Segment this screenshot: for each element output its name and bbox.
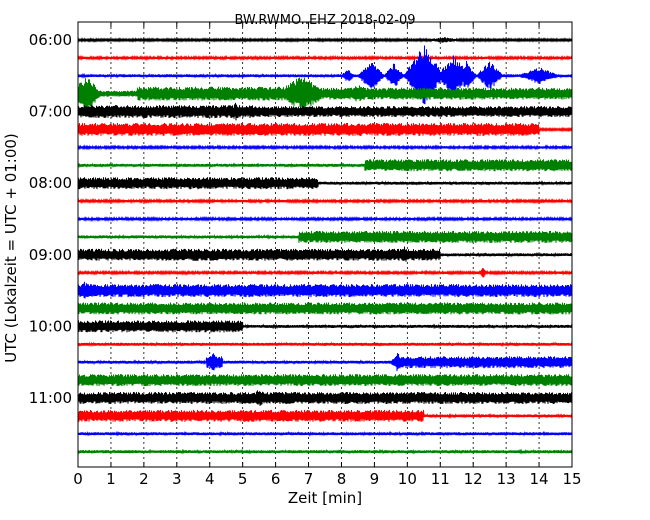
- seismogram-traces: [77, 37, 573, 455]
- seismogram-trace: [77, 302, 573, 315]
- seismogram-trace: [77, 45, 573, 105]
- seismogram-trace: [77, 390, 573, 406]
- x-tick-label: 2: [139, 470, 149, 488]
- seismogram-trace: [77, 177, 573, 190]
- x-tick-label: 1: [106, 470, 116, 488]
- x-tick-label: 5: [238, 470, 248, 488]
- y-tick-label: 06:00: [29, 31, 72, 49]
- seismogram-trace: [77, 197, 573, 205]
- x-tick-label: 10: [398, 470, 417, 488]
- y-tick-label: 07:00: [29, 103, 72, 121]
- seismogram-trace: [77, 144, 573, 151]
- seismogram-trace: [77, 374, 573, 387]
- x-tick-label: 13: [497, 470, 516, 488]
- seismogram-trace: [77, 341, 573, 348]
- seismogram-trace: [77, 281, 573, 299]
- x-tick-label: 11: [431, 470, 450, 488]
- plot-frame: [77, 21, 573, 468]
- x-tick-label: 14: [530, 470, 549, 488]
- seismogram-trace: [77, 448, 573, 455]
- y-tick-label: 10:00: [29, 317, 72, 335]
- x-tick-label: 8: [337, 470, 347, 488]
- x-tick-label: 7: [304, 470, 314, 488]
- seismogram-trace: [77, 102, 573, 121]
- seismogram-trace: [77, 268, 573, 278]
- seismogram-trace: [77, 409, 573, 422]
- x-tick-label: 15: [562, 470, 581, 488]
- y-tick-label: 11:00: [29, 389, 72, 407]
- x-tick-label: 0: [73, 470, 83, 488]
- seismogram-trace: [77, 430, 573, 437]
- seismogram-trace: [77, 37, 573, 43]
- y-axis-label: UTC (Lokalzeit = UTC + 01:00): [2, 133, 20, 363]
- seismogram-trace: [77, 353, 573, 372]
- seismogram-trace: [77, 215, 573, 223]
- seismogram-trace: [77, 159, 573, 172]
- seismogram-trace: [77, 320, 573, 333]
- chart-title: BW.RWMO..EHZ 2018-02-09: [234, 13, 415, 28]
- x-tick-label: 3: [172, 470, 182, 488]
- seismogram-trace: [77, 246, 573, 262]
- seismogram-trace: [77, 54, 573, 62]
- y-tick-label: 09:00: [29, 246, 72, 264]
- x-tick-label: 12: [464, 470, 483, 488]
- x-axis-label: Zeit [min]: [288, 489, 362, 507]
- x-tick-label: 6: [271, 470, 281, 488]
- y-tick-label: 08:00: [29, 174, 72, 192]
- seismogram-trace: [77, 123, 573, 137]
- x-tick-label: 9: [370, 470, 380, 488]
- axis-ticks: 0 1 2 3 4 5 6 7 8 9 10 11 12 13 14 1506:0007:0008:0009:…: [29, 22, 582, 488]
- x-tick-label: 4: [205, 470, 215, 488]
- seismogram-trace: [77, 77, 573, 111]
- seismogram-trace: [77, 230, 573, 243]
